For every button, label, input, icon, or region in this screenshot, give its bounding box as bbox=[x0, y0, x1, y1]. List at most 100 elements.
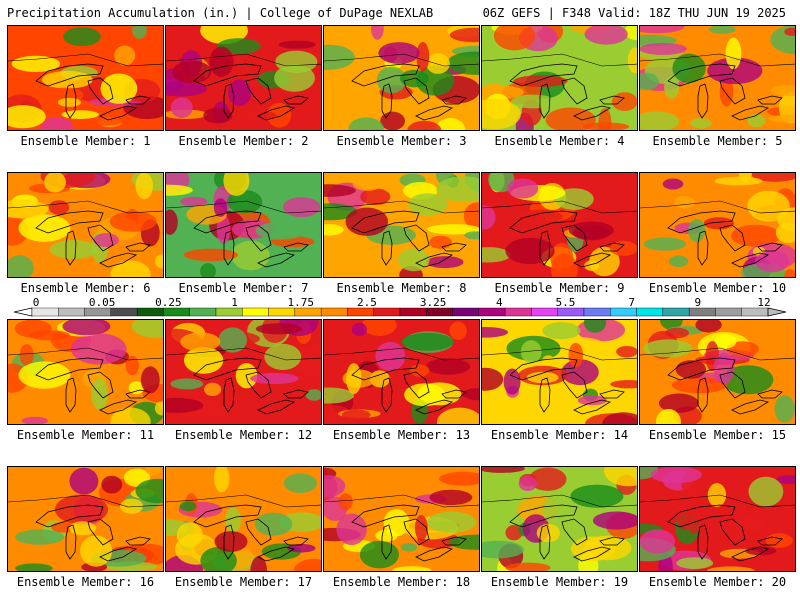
ensemble-member-caption: Ensemble Member: 2 bbox=[178, 134, 309, 148]
precip-blob bbox=[643, 237, 686, 251]
lake-outline bbox=[223, 377, 235, 413]
precip-blob bbox=[738, 173, 752, 182]
ensemble-member-map bbox=[481, 319, 638, 425]
colorbar-segment bbox=[189, 307, 217, 317]
precip-blob bbox=[203, 107, 233, 124]
precip-blob bbox=[725, 37, 742, 70]
lake-outline bbox=[193, 504, 262, 528]
lake-outline bbox=[539, 524, 551, 560]
precip-blob bbox=[61, 110, 99, 119]
precip-blob bbox=[15, 563, 53, 571]
lake-outline bbox=[731, 399, 770, 415]
precip-blob bbox=[747, 114, 766, 128]
precipitation-map bbox=[640, 173, 795, 277]
precip-blob bbox=[719, 76, 734, 107]
colorbar-segment bbox=[163, 307, 190, 317]
precipitation-map bbox=[640, 467, 795, 571]
lake-outline bbox=[381, 83, 393, 119]
precip-blob bbox=[748, 476, 784, 507]
precip-blob bbox=[610, 380, 637, 389]
colorbar-segment bbox=[110, 307, 138, 317]
lake-outline bbox=[99, 399, 138, 415]
ensemble-member-caption: Ensemble Member: 7 bbox=[178, 281, 309, 295]
precip-blob bbox=[671, 376, 728, 394]
lake-outline bbox=[125, 389, 151, 399]
precip-blob bbox=[427, 511, 477, 533]
precip-blob bbox=[526, 371, 559, 384]
ensemble-member-map bbox=[639, 319, 796, 425]
precip-blob bbox=[55, 494, 108, 525]
precip-blob bbox=[166, 209, 178, 235]
ensemble-member-map bbox=[481, 466, 638, 572]
precip-blob bbox=[775, 222, 795, 243]
precip-blob bbox=[110, 407, 151, 424]
precip-blob bbox=[360, 188, 391, 205]
lake-outline bbox=[223, 524, 235, 560]
precip-blob bbox=[154, 401, 163, 416]
precip-blob bbox=[166, 184, 193, 196]
lake-outline bbox=[125, 95, 151, 105]
precip-blob bbox=[674, 196, 695, 209]
precip-blob bbox=[216, 214, 231, 245]
border-line bbox=[482, 494, 637, 508]
border-line bbox=[324, 494, 479, 508]
precip-blob bbox=[426, 256, 464, 269]
precip-blob bbox=[482, 98, 521, 130]
lake-outline bbox=[757, 95, 783, 105]
precip-blob bbox=[640, 467, 659, 480]
ensemble-member-caption: Ensemble Member: 5 bbox=[652, 134, 783, 148]
colorbar-segment bbox=[636, 307, 664, 317]
precip-blob bbox=[209, 46, 234, 77]
precip-blob bbox=[513, 214, 546, 224]
precip-blob bbox=[244, 110, 277, 121]
lake-outline bbox=[65, 83, 77, 119]
lake-outline bbox=[573, 105, 612, 121]
lake-outline bbox=[403, 371, 430, 399]
border-line bbox=[8, 494, 163, 508]
lake-outline bbox=[719, 224, 746, 252]
ensemble-member-caption: Ensemble Member: 19 bbox=[490, 575, 629, 589]
colorbar-segment bbox=[31, 307, 59, 317]
precip-blob bbox=[513, 75, 568, 87]
precip-blob bbox=[176, 522, 203, 548]
precip-blob bbox=[21, 416, 48, 424]
model-run-info: 06Z GEFS | F348 Valid: 18Z THU JUN 19 20… bbox=[482, 6, 786, 20]
precip-blob bbox=[180, 332, 221, 352]
lake-outline bbox=[415, 105, 454, 121]
precip-blob bbox=[132, 26, 147, 39]
colorbar-segment bbox=[347, 307, 374, 317]
precip-blob bbox=[109, 211, 157, 232]
precip-blob bbox=[676, 557, 714, 569]
precip-blob bbox=[765, 533, 793, 548]
colorbar-tick-label: 0.25 bbox=[155, 296, 182, 309]
colorbar-tick-label: 9 bbox=[694, 296, 702, 309]
lake-outline bbox=[403, 224, 430, 252]
border-line bbox=[640, 200, 795, 214]
precip-blob bbox=[568, 342, 584, 368]
precip-blob bbox=[650, 467, 702, 484]
lake-outline bbox=[125, 536, 151, 546]
precip-blob bbox=[214, 531, 248, 552]
lake-outline bbox=[719, 518, 746, 546]
precip-blob bbox=[145, 467, 161, 476]
precip-blob bbox=[135, 478, 163, 504]
colorbar-segment bbox=[373, 307, 401, 317]
lake-outline bbox=[667, 504, 736, 528]
ensemble-member-caption: Ensemble Member: 1 bbox=[20, 134, 151, 148]
precip-blob bbox=[369, 370, 390, 388]
colorbar-segment bbox=[426, 307, 453, 317]
lake-outline bbox=[599, 242, 625, 252]
precip-blob bbox=[19, 344, 34, 366]
precip-blob bbox=[218, 327, 247, 353]
precip-blob bbox=[200, 263, 216, 277]
precip-blob bbox=[462, 388, 479, 401]
lake-outline bbox=[99, 546, 138, 562]
precip-blob bbox=[359, 540, 399, 569]
precip-blob bbox=[695, 320, 722, 333]
precip-blob bbox=[446, 51, 479, 75]
border-line bbox=[324, 53, 479, 67]
precip-blob bbox=[745, 546, 777, 556]
precip-blob bbox=[545, 107, 596, 130]
precip-blob bbox=[283, 473, 317, 493]
precip-blob bbox=[8, 255, 34, 277]
